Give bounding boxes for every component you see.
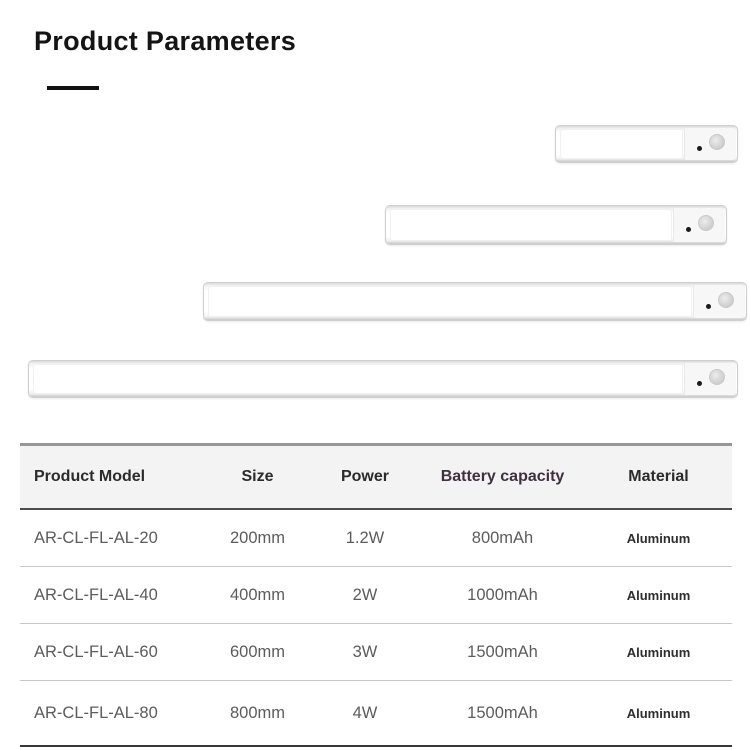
cell-power: 2W <box>352 585 378 604</box>
sensor-end-cap <box>684 363 736 395</box>
header-battery-capacity: Battery capacity <box>440 468 565 485</box>
motion-sensor-icon <box>709 134 725 150</box>
cell-size: 600mm <box>229 642 286 661</box>
header-product-model: Product Model <box>34 468 146 485</box>
light-bar-diffuser <box>33 364 683 394</box>
cell-material: Aluminum <box>626 644 691 660</box>
header-size: Size <box>241 468 274 485</box>
table-row: AR-CL-FL-AL-80 800mm 4W 1500mAh Aluminum <box>20 681 732 747</box>
title-underline <box>47 86 99 90</box>
sensor-end-cap <box>673 208 725 242</box>
table-header-row: Product Model Size Power Battery capacit… <box>20 443 732 510</box>
cell-battery: 1000mAh <box>467 585 538 604</box>
sensor-end-cap <box>684 128 736 160</box>
indicator-dot-icon <box>697 381 702 386</box>
cell-product-model: AR-CL-FL-AL-20 <box>34 528 158 547</box>
light-bar-diffuser <box>390 209 672 241</box>
table-row: AR-CL-FL-AL-60 600mm 3W 1500mAh Aluminum <box>20 624 732 681</box>
cell-power: 4W <box>352 703 378 722</box>
indicator-dot-icon <box>706 303 711 309</box>
cell-size: 400mm <box>229 585 286 604</box>
cell-battery: 800mAh <box>471 528 534 547</box>
table-row: AR-CL-FL-AL-40 400mm 2W 1000mAh Aluminum <box>20 567 732 624</box>
indicator-dot-icon <box>697 146 702 151</box>
page-title: Product Parameters <box>34 26 297 56</box>
cell-power: 3W <box>352 642 378 661</box>
light-bar-200mm <box>555 125 738 163</box>
cell-product-model: AR-CL-FL-AL-60 <box>34 642 158 661</box>
motion-sensor-icon <box>718 291 734 308</box>
sensor-end-cap <box>693 285 745 318</box>
header-material: Material <box>628 468 689 485</box>
cell-size: 800mm <box>229 703 286 722</box>
light-bar-400mm <box>385 205 727 245</box>
cell-material: Aluminum <box>626 705 691 721</box>
light-bar-diffuser <box>208 286 692 317</box>
light-bar-600mm <box>203 282 747 321</box>
cell-battery: 1500mAh <box>467 703 538 722</box>
light-bar-diffuser <box>560 129 683 159</box>
motion-sensor-icon <box>709 369 725 385</box>
spec-table: Product Model Size Power Battery capacit… <box>20 443 732 747</box>
table-row: AR-CL-FL-AL-20 200mm 1.2W 800mAh Aluminu… <box>20 510 732 567</box>
cell-battery: 1500mAh <box>467 642 538 661</box>
cell-power: 1.2W <box>345 528 385 547</box>
light-bar-800mm <box>28 360 738 398</box>
indicator-dot-icon <box>686 227 691 232</box>
header-power: Power <box>340 468 389 485</box>
motion-sensor-icon <box>698 215 714 231</box>
cell-material: Aluminum <box>626 587 691 603</box>
cell-size: 200mm <box>229 528 286 547</box>
cell-material: Aluminum <box>626 530 691 546</box>
cell-product-model: AR-CL-FL-AL-40 <box>34 585 158 604</box>
cell-product-model: AR-CL-FL-AL-80 <box>34 703 158 722</box>
